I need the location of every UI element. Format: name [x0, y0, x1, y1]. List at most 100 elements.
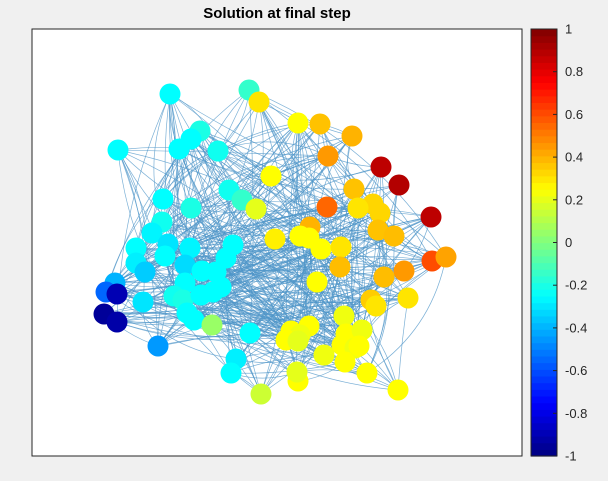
colorbar-tick-label: -1: [565, 449, 577, 464]
colorbar-segment: [531, 49, 557, 57]
colorbar-segment: [531, 222, 557, 230]
graph-edge: [142, 281, 318, 310]
graph-edge: [186, 256, 447, 321]
colorbar-segment: [531, 402, 557, 410]
colorbar-segment: [531, 35, 557, 43]
graph-node: [316, 196, 338, 218]
colorbar-segment: [531, 189, 557, 197]
colorbar-segment: [531, 229, 557, 237]
colorbar-segment: [531, 195, 557, 204]
graph-node: [333, 305, 355, 327]
graph-node: [306, 271, 328, 293]
colorbar-segment: [531, 29, 557, 37]
colorbar-segment: [531, 162, 557, 170]
graph-node: [106, 283, 128, 305]
colorbar-segment: [531, 149, 557, 157]
graph-edge: [343, 216, 432, 317]
colorbar-tick-label: 1: [565, 22, 572, 37]
graph-edge: [258, 101, 433, 262]
graph-edge: [327, 155, 409, 299]
colorbar-segment: [531, 295, 557, 304]
colorbar-segment: [531, 122, 557, 130]
graph-edge: [258, 101, 310, 327]
colorbar-segment: [531, 269, 557, 277]
colorbar-segment: [531, 235, 557, 244]
graph-edge: [117, 149, 145, 303]
graph-node: [248, 91, 270, 113]
colorbar-segment: [531, 42, 557, 50]
graph-node: [367, 219, 389, 241]
graph-edge: [103, 248, 322, 318]
graph-edge: [117, 147, 328, 208]
graph-node: [347, 197, 369, 219]
colorbar-segment: [531, 395, 557, 404]
graph-node: [343, 178, 365, 200]
graph-edge: [296, 266, 341, 373]
colorbar-segment: [531, 55, 557, 63]
colorbar-segment: [531, 349, 557, 357]
colorbar: 1 0.8 0.6 0.4 0.2 0 -0.2 -0.4 -0.6 -0.8 -1: [530, 22, 587, 464]
graph-edge: [162, 198, 399, 391]
colorbar-tick-label: 0.2: [565, 192, 583, 207]
colorbar-segment: [531, 62, 557, 70]
graph-node: [245, 198, 267, 220]
colorbar-segment: [531, 115, 557, 123]
graph-node: [147, 335, 169, 357]
graph-node: [260, 165, 282, 187]
graph-edge: [296, 369, 399, 391]
colorbar-segment: [531, 442, 557, 450]
graph-node: [329, 256, 351, 278]
graph-edge: [184, 207, 432, 266]
graph-edge: [217, 150, 433, 262]
colorbar-segment: [531, 422, 557, 430]
colorbar-segment: [531, 75, 557, 83]
colorbar-segment: [531, 302, 557, 310]
graph-edge: [260, 122, 299, 395]
graph-node: [373, 266, 395, 288]
graph-node: [369, 202, 391, 224]
graph-node: [220, 362, 242, 384]
colorbar-segment: [531, 275, 557, 284]
graph-edge: [248, 89, 447, 258]
graph-node: [383, 225, 405, 247]
colorbar-segment: [531, 142, 557, 150]
graph-edge: [105, 150, 219, 293]
graph-node: [159, 83, 181, 105]
graph-edge: [220, 255, 433, 288]
graph-node: [348, 335, 370, 357]
colorbar-segment: [531, 262, 557, 270]
colorbar-segment: [531, 109, 557, 117]
colorbar-segment: [531, 389, 557, 397]
colorbar-segment: [531, 169, 557, 177]
graph-edge: [211, 229, 379, 326]
graph-node: [179, 237, 201, 259]
graph-node: [154, 245, 176, 267]
colorbar-segment: [531, 282, 557, 290]
graph-node: [287, 330, 309, 352]
graph-edge: [105, 291, 299, 345]
graph-node: [183, 309, 205, 331]
graph-node: [106, 311, 128, 333]
colorbar-segment: [531, 102, 557, 110]
graph-edge: [169, 93, 355, 190]
colorbar-segment: [531, 449, 557, 457]
graph-node: [180, 197, 202, 219]
graph-node: [356, 362, 378, 384]
colorbar-segment: [531, 255, 557, 264]
graph-edge: [117, 149, 409, 299]
graph-edge: [211, 281, 318, 326]
colorbar-tick-label: -0.6: [565, 363, 587, 378]
colorbar-tick-label: -0.8: [565, 406, 587, 421]
colorbar-tick-label: 0.8: [565, 64, 583, 79]
colorbar-tick-label: 0.4: [565, 150, 583, 165]
colorbar-segment: [531, 135, 557, 144]
colorbar-segment: [531, 309, 557, 317]
colorbar-segment: [531, 175, 557, 184]
graph-node: [174, 254, 196, 276]
graph-node: [168, 138, 190, 160]
colorbar-segment: [531, 215, 557, 224]
colorbar-tick-label: 0: [565, 235, 572, 250]
graph-node: [351, 319, 373, 341]
graph-node: [393, 260, 415, 282]
